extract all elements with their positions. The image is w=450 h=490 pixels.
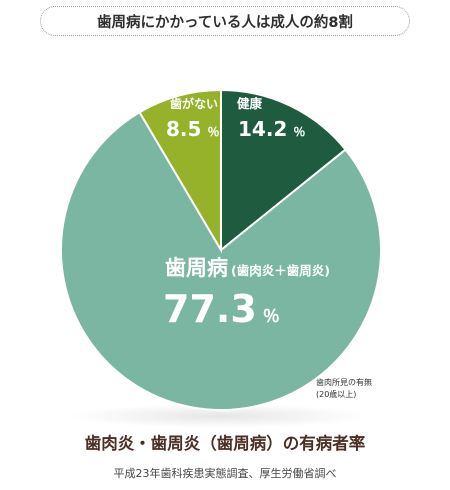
pie-slice-2 xyxy=(138,88,222,254)
slice-label-1: 歯周病 (歯肉炎＋歯周炎) xyxy=(165,256,330,280)
slice-sublabel-1: (歯肉炎＋歯周炎) xyxy=(231,263,330,278)
slice-unit-0: ％ xyxy=(293,125,305,139)
slice-unit-2: ％ xyxy=(207,125,219,139)
chart-shadow xyxy=(69,404,369,428)
pie-slice-1 xyxy=(60,110,382,411)
pie-slice-0 xyxy=(220,88,347,253)
slice-value-1: 77.3 ％ xyxy=(163,287,280,331)
slice-unit-1: ％ xyxy=(263,307,280,327)
slice-label-2: 歯がない xyxy=(170,96,218,111)
slice-label-0: 健康 xyxy=(237,96,263,111)
pie-chart: 健康 14.2 ％ 歯周病 (歯肉炎＋歯周炎) 77.3 ％ 歯がない 8.5 ％ 歯肉所見の有無… xyxy=(60,88,382,428)
annotation-line-1: 歯肉所見の有無 xyxy=(316,377,372,387)
headline-banner: 歯周病にかかっている人は成人の約8割 xyxy=(40,6,410,36)
source-note: 平成23年歯科疾患実態調査、厚生労働省調べ xyxy=(113,467,337,480)
slice-value-0: 14.2 ％ xyxy=(238,117,305,141)
slice-value-2: 8.5 ％ xyxy=(166,117,219,141)
annotation-line-2: (20歳以上) xyxy=(316,389,356,399)
chart-title: 歯肉炎・歯周炎（歯周病）の有病者率 xyxy=(84,434,366,453)
